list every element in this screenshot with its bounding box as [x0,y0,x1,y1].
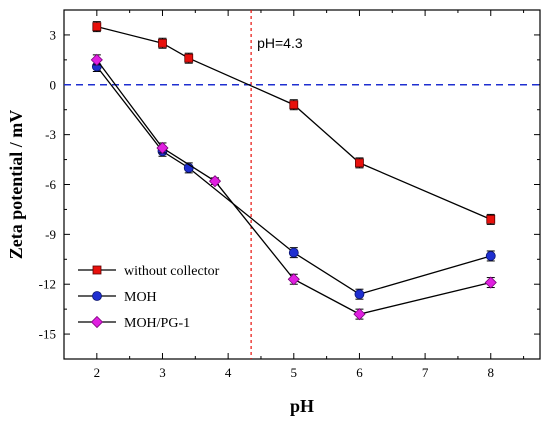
y-tick-label: -3 [45,127,56,142]
x-tick-label: 3 [159,365,166,380]
y-tick-label: -12 [39,277,56,292]
data-point-series-3 [287,273,300,286]
series-line-1 [96,25,492,220]
plot-frame [63,9,541,360]
ph-annotation-label: pH=4.3 [257,35,303,51]
x-tick-label: 6 [356,365,363,380]
data-point-series-1 [355,158,364,168]
legend-marker [92,291,102,301]
series-line-2 [96,66,491,295]
data-point-series-1 [486,214,496,224]
y-tick-label: -6 [45,177,56,192]
y-tick-label: -15 [39,327,56,342]
legend-label: MOH [124,290,157,305]
x-tick-label: 7 [422,365,429,380]
y-tick-label: 0 [50,77,57,92]
y-tick-label: 3 [50,27,57,42]
data-point-series-3 [208,175,222,188]
data-point-series-1 [184,53,194,63]
data-point-series-2 [354,289,365,300]
data-point-series-2 [288,247,299,258]
y-axis-title: Zeta potential / mV [6,110,26,259]
x-tick-label: 5 [291,365,298,380]
x-tick-label: 4 [225,365,232,380]
data-point-series-3 [156,141,169,155]
y-tick-label: -9 [45,227,56,242]
data-point-series-1 [158,38,167,48]
x-tick-label: 8 [488,365,495,380]
data-point-series-2 [485,251,496,261]
legend-marker [90,315,104,329]
data-point-series-3 [90,53,103,66]
data-point-series-1 [92,22,102,32]
legend-marker [92,265,102,275]
series-line-3 [96,59,491,315]
data-point-series-1 [289,100,299,110]
x-tick-label: 2 [94,365,101,380]
data-point-series-3 [484,276,497,289]
x-axis-title: pH [290,396,314,416]
data-point-series-3 [353,308,366,321]
legend-label: without collector [124,264,220,279]
legend-label: MOH/PG-1 [124,316,190,331]
